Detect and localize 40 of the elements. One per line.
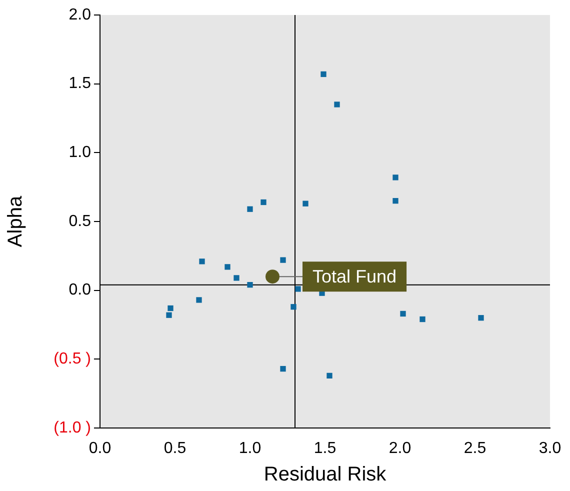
point	[295, 286, 301, 292]
x-tick-label: 0.5	[164, 440, 186, 458]
point	[260, 199, 266, 206]
x-tick-label: 2.0	[388, 440, 412, 458]
series-label: Total Fund	[312, 266, 397, 287]
point	[280, 366, 286, 372]
point	[224, 264, 230, 270]
point	[196, 297, 202, 303]
point	[400, 310, 406, 317]
point	[334, 102, 340, 108]
x-tick-label: 1.5	[314, 440, 336, 458]
point	[234, 275, 240, 281]
x-axis-title: Residual Risk	[264, 464, 388, 486]
point	[326, 372, 332, 379]
x-tick-label: 2.5	[464, 440, 486, 458]
point	[247, 282, 253, 288]
point	[166, 312, 172, 318]
y-tick-label: (0.5 )	[54, 350, 91, 368]
point	[266, 270, 280, 284]
point	[199, 258, 205, 264]
y-tick-label: 2.0	[68, 6, 92, 24]
x-tick-label: 0.0	[88, 440, 112, 458]
point	[392, 174, 398, 180]
y-tick-label: 1.0	[68, 144, 92, 162]
y-tick-label: (1.0 )	[54, 419, 91, 436]
point	[478, 315, 484, 321]
x-tick-label: 1.0	[238, 440, 262, 458]
x-tick-label: 3.0	[538, 440, 562, 458]
point	[290, 304, 296, 310]
point	[302, 200, 308, 206]
point	[168, 305, 174, 312]
y-tick-label: 0.5	[68, 212, 92, 230]
point	[420, 316, 426, 322]
y-tick-label: 0.0	[68, 282, 92, 299]
y-axis-title: Alpha	[4, 195, 27, 248]
y-tick-label: 1.5	[68, 75, 92, 92]
point	[247, 206, 253, 212]
point	[280, 257, 286, 263]
point	[320, 71, 326, 78]
point	[392, 198, 398, 204]
